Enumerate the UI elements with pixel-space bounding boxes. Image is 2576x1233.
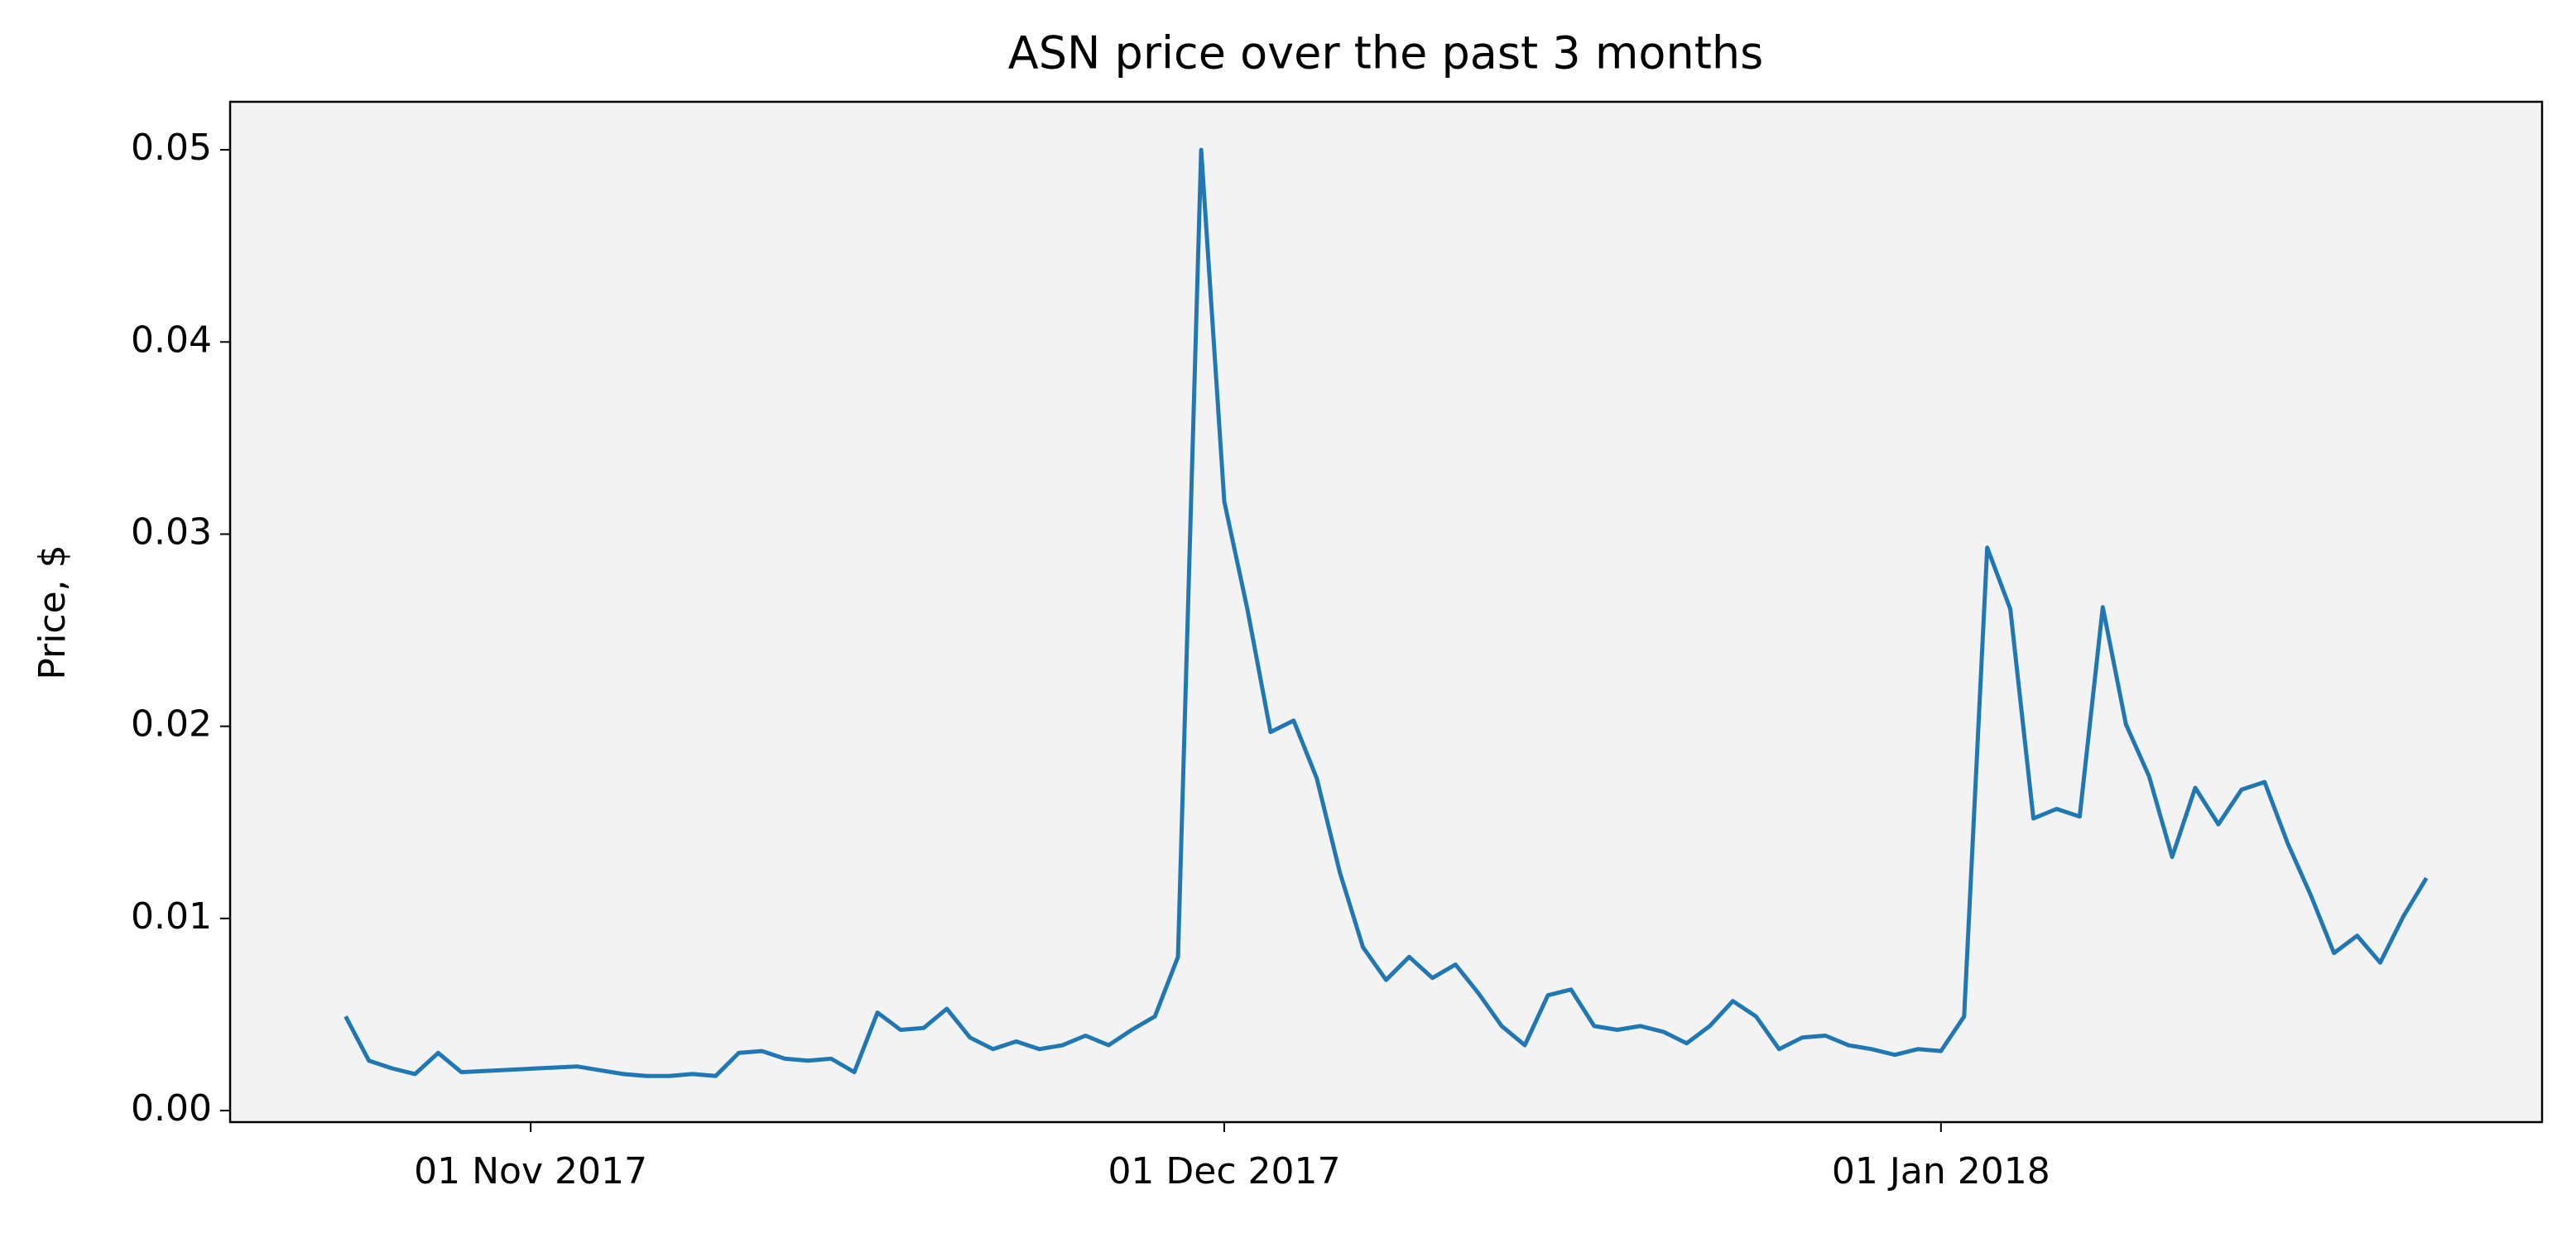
y-tick-label: 0.04 [131,319,212,361]
y-axis-label: Price, $ [31,545,74,679]
plot-background [230,102,2542,1122]
x-tick-label: 01 Jan 2018 [1832,1150,2050,1192]
price-line [344,147,2429,1078]
x-tick-label: 01 Dec 2017 [1108,1150,1340,1192]
y-tick-label: 0.05 [131,127,212,169]
y-tick-label: 0.01 [131,895,212,938]
chart-title: ASN price over the past 3 months [1008,27,1763,79]
x-tick-label: 01 Nov 2017 [414,1150,647,1192]
y-tick-label: 0.02 [131,703,212,746]
plot-frame [228,100,2544,1124]
y-tick-label: 0.03 [131,511,212,553]
y-tick-label: 0.00 [131,1087,212,1130]
